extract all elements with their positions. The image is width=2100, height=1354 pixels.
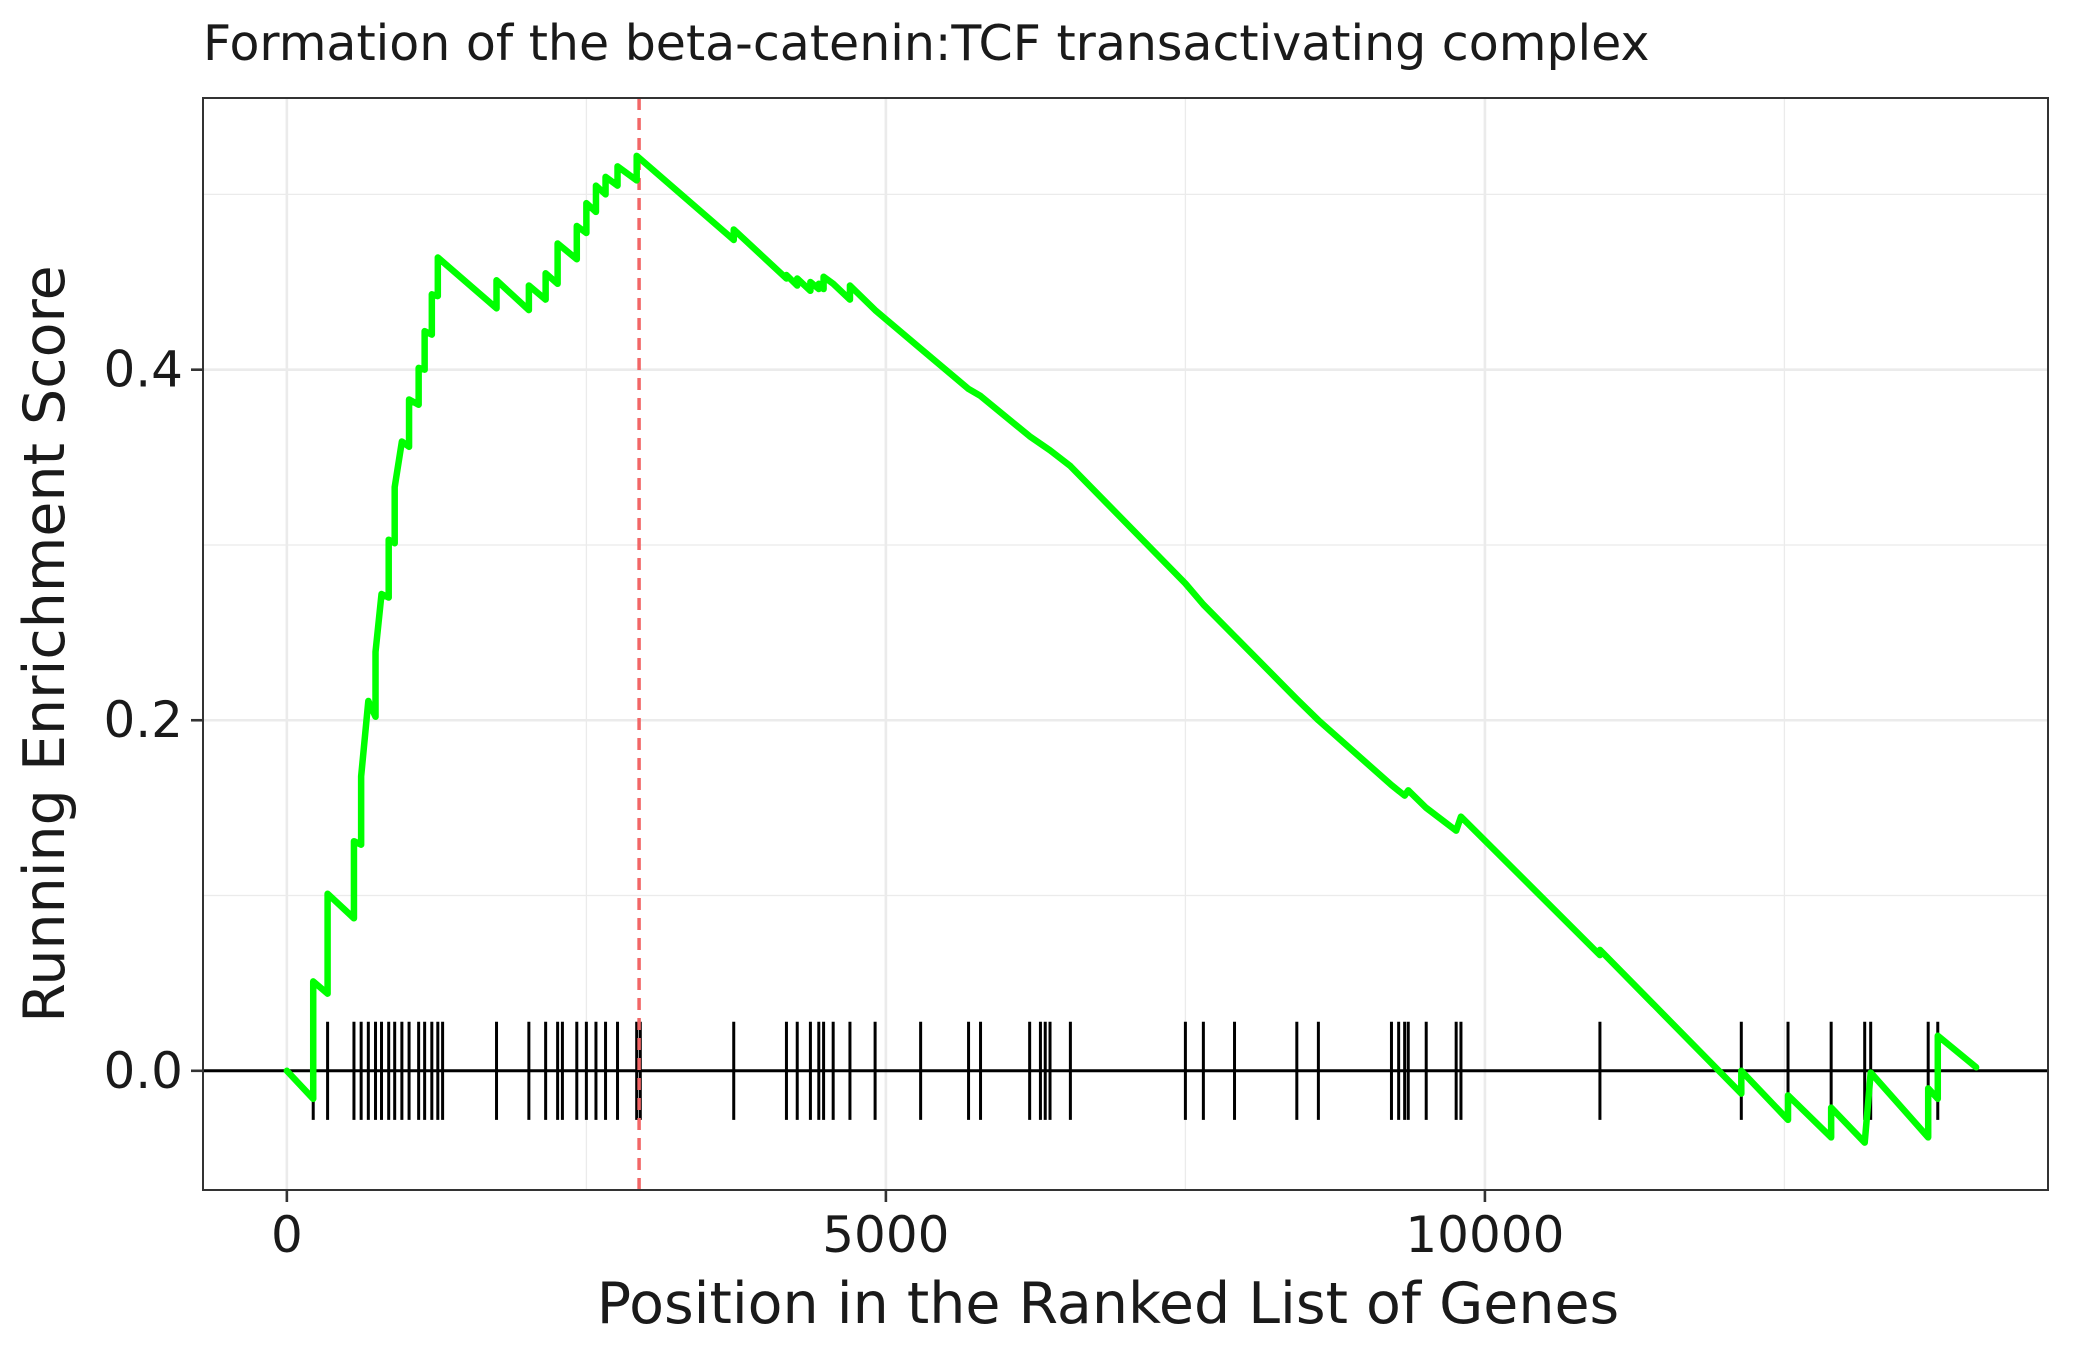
y-axis-ticks: 0.0 0.2 0.4 xyxy=(103,341,203,1100)
x-axis-ticks: 0 5000 10000 xyxy=(271,1190,1564,1264)
enrichment-score-line xyxy=(283,152,1980,1146)
y-tick-label: 0.4 xyxy=(103,341,183,399)
y-axis-title: Running Enrichment Score xyxy=(12,265,78,1022)
plot-panel xyxy=(203,98,2048,1190)
x-tick-label: 10000 xyxy=(1405,1206,1564,1264)
plot-panel-border xyxy=(202,97,2049,1191)
x-tick-label: 5000 xyxy=(822,1206,949,1264)
chart-title: Formation of the beta-catenin:TCF transa… xyxy=(203,15,1649,72)
series-layer xyxy=(283,152,1980,1146)
grid-minor xyxy=(203,98,2048,1190)
y-tick-label: 0.2 xyxy=(103,691,183,749)
x-tick-label: 0 xyxy=(271,1206,303,1264)
gene-hit-ticks xyxy=(311,1021,1940,1120)
y-tick-label: 0.0 xyxy=(103,1042,183,1100)
x-axis-title: Position in the Ranked List of Genes xyxy=(597,1271,1620,1337)
